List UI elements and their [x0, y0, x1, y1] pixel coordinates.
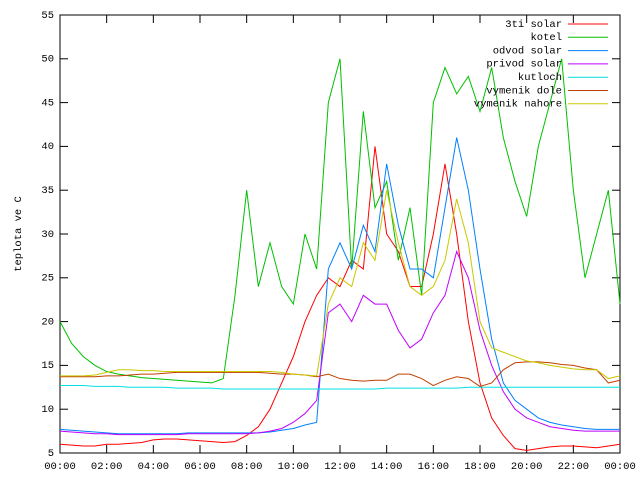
series-line [60, 385, 620, 390]
series-line [59, 146, 621, 451]
y-tick-label: 25 [41, 273, 54, 285]
x-tick-label: 18:00 [464, 461, 496, 473]
y-tick-label: 45 [41, 97, 54, 109]
x-tick-label: 12:00 [324, 461, 356, 473]
series-line [60, 190, 621, 380]
y-tick-label: 50 [41, 54, 54, 66]
y-tick-label: 35 [41, 185, 54, 197]
series-line [59, 250, 620, 436]
series-line [60, 361, 621, 387]
y-tick-label: 30 [41, 229, 54, 241]
y-tick-label: 55 [41, 10, 54, 22]
y-tick-label: 10 [41, 404, 54, 416]
x-tick-label: 04:00 [138, 461, 170, 473]
legend-label: privod solar [486, 59, 562, 71]
x-tick-label: 06:00 [184, 461, 216, 473]
x-tick-label: 10:00 [278, 461, 310, 473]
legend-label: odvod solar [493, 45, 562, 57]
y-tick-label: 15 [41, 360, 54, 372]
legend-label: vymenik nahore [474, 99, 562, 111]
series-line [59, 58, 621, 384]
x-tick-label: 16:00 [418, 461, 450, 473]
legend-label: kotel [530, 32, 562, 44]
x-tick-label: 00:00 [604, 461, 636, 473]
legend-label: kutloch [518, 72, 562, 84]
x-tick-label: 14:00 [371, 461, 403, 473]
x-tick-label: 02:00 [91, 461, 123, 473]
x-tick-label: 20:00 [511, 461, 543, 473]
y-tick-label: 20 [41, 316, 54, 328]
x-tick-label: 22:00 [558, 461, 590, 473]
series-line [59, 137, 620, 435]
x-tick-label: 08:00 [231, 461, 263, 473]
y-tick-label: 40 [41, 141, 54, 153]
y-tick-label: 5 [48, 448, 54, 460]
x-tick-label: 00:00 [44, 461, 76, 473]
y-axis-label: teplota ve C [13, 196, 25, 272]
legend-label: vymenik dole [486, 85, 562, 97]
legend-label: 3ti solar [505, 19, 562, 31]
